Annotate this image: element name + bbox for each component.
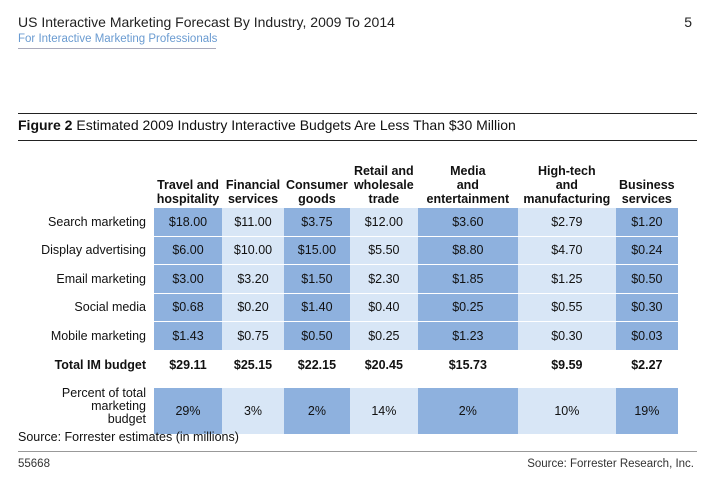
row-label: Percent of total marketing budget [61,386,146,426]
table-cell: $0.55 [517,292,616,321]
table-cell: $0.25 [417,292,518,321]
report-title: US Interactive Marketing Forecast By Ind… [18,14,395,30]
table-cell: $1.20 [615,207,678,236]
percent-cell: 10% [517,379,616,434]
table-cell: $0.20 [222,292,284,321]
report-subtitle: For Interactive Marketing Professionals [18,33,218,45]
document-id: 55668 [18,458,50,470]
total-cell: $25.15 [222,349,284,380]
table-cell: $1.25 [517,264,616,293]
table-row: Email marketing $3.00 $3.20 $1.50 $2.30 … [14,264,678,293]
row-label: Social media [14,292,154,322]
percent-cell: 14% [349,379,418,434]
column-header: Financial services [225,178,281,206]
table-cell: $0.30 [615,292,678,321]
table-cell: $2.79 [517,207,616,236]
table-cell: $1.23 [417,321,518,350]
table-cell: $0.50 [284,321,350,350]
figure-label: Figure 2 [18,117,73,133]
percent-cell: 3% [222,379,284,434]
table-cell: $3.60 [417,207,518,236]
table-row: Social media $0.68 $0.20 $1.40 $0.40 $0.… [14,292,678,322]
row-label: Total IM budget [14,349,154,380]
column-header: Travel and hospitality [156,178,220,206]
table-cell: $0.30 [517,321,616,350]
table-row: Mobile marketing $1.43 $0.75 $0.50 $0.25… [14,321,678,350]
table-cell: $12.00 [349,207,418,236]
table-cell: $5.50 [349,235,418,264]
percent-cell: 2% [417,379,518,434]
table-header-row: Travel and hospitality Financial services … [14,158,678,207]
percent-row: Percent of total marketing budget 29% 3% 2… [14,379,678,434]
table-cell: $0.75 [222,321,284,350]
footer-rule [18,451,697,452]
table-cell: $1.85 [417,264,518,293]
table-cell: $1.50 [284,264,350,293]
table-cell: $3.75 [284,207,350,236]
table-cell: $0.03 [615,321,678,350]
column-header: Media and entertainment [426,164,510,206]
total-cell: $22.15 [284,349,350,380]
row-label: Search marketing [14,207,154,236]
figure-top-rule [18,113,697,114]
row-label: Display advertising [14,235,154,265]
row-label: Email marketing [14,264,154,293]
table-cell: $3.20 [222,264,284,293]
page-number: 5 [684,14,692,30]
table-cell: $6.00 [154,235,222,264]
table-cell: $1.40 [284,292,350,321]
column-header: High-tech and manufacturing [523,164,611,206]
total-cell: $9.59 [517,349,616,380]
table-cell: $0.68 [154,292,222,321]
total-row: Total IM budget $29.11 $25.15 $22.15 $20… [14,349,678,380]
total-cell: $20.45 [349,349,418,380]
budget-table: Travel and hospitality Financial services … [14,158,678,434]
percent-cell: 2% [284,379,350,434]
percent-cell: 19% [615,379,678,434]
figure-title-text: Estimated 2009 Industry Interactive Budg… [76,117,516,133]
table-row: Display advertising $6.00 $10.00 $15.00 … [14,235,678,265]
table-cell: $0.25 [349,321,418,350]
column-header: Consumer goods [286,178,348,206]
table-cell: $11.00 [222,207,284,236]
source-note: Source: Forrester estimates (in millions… [18,430,239,444]
total-cell: $15.73 [417,349,518,380]
table-row: Search marketing $18.00 $11.00 $3.75 $12… [14,207,678,236]
table-cell: $0.40 [349,292,418,321]
subtitle-underline [18,48,216,49]
table-cell: $1.43 [154,321,222,350]
table-cell: $10.00 [222,235,284,264]
column-header: Retail and wholesale trade [353,164,414,206]
column-header: Business services [619,178,675,206]
table-cell: $2.30 [349,264,418,293]
figure-title: Figure 2 Estimated 2009 Industry Interac… [18,117,516,133]
table-cell: $3.00 [154,264,222,293]
table-cell: $0.50 [615,264,678,293]
table-cell: $8.80 [417,235,518,264]
header-corner [14,158,154,207]
table-cell: $18.00 [154,207,222,236]
percent-cell: 29% [154,379,222,434]
table-cell: $0.24 [615,235,678,264]
row-label: Mobile marketing [14,321,154,350]
figure-bottom-rule [18,140,697,141]
footer-source: Source: Forrester Research, Inc. [527,458,694,470]
table-cell: $4.70 [517,235,616,264]
total-cell: $2.27 [615,349,678,380]
total-cell: $29.11 [154,349,222,380]
table-cell: $15.00 [284,235,350,264]
